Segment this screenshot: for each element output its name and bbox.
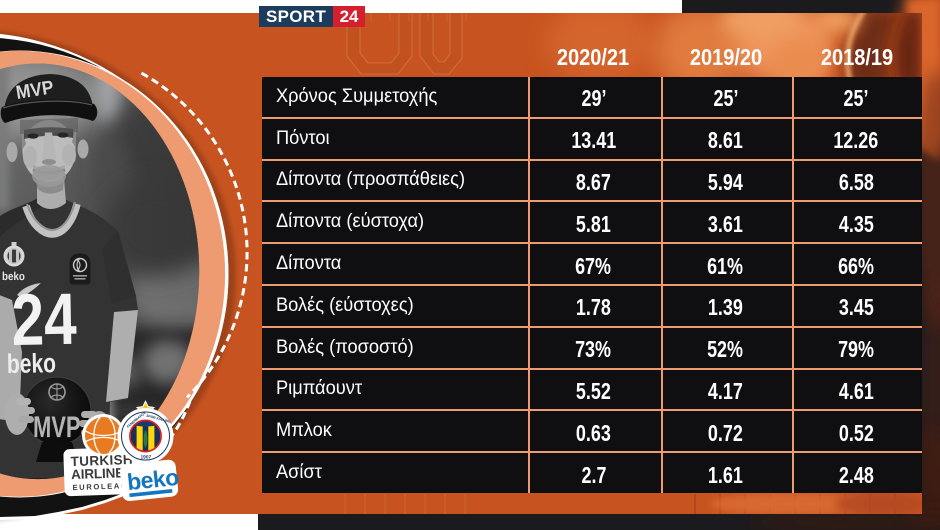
svg-text:SPOR KULÜBÜ: SPOR KULÜBÜ — [146, 413, 172, 424]
svg-text:EUROLEAGUE: EUROLEAGUE — [72, 481, 142, 492]
svg-text:TURKISH: TURKISH — [70, 452, 132, 469]
svg-text:beko: beko — [2, 270, 25, 283]
svg-text:24: 24 — [11, 279, 78, 362]
svg-text:1907: 1907 — [140, 455, 151, 461]
svg-text:MVP: MVP — [33, 410, 81, 445]
svg-text:beko: beko — [7, 349, 57, 380]
svg-text:AIRLINES: AIRLINES — [71, 465, 133, 482]
